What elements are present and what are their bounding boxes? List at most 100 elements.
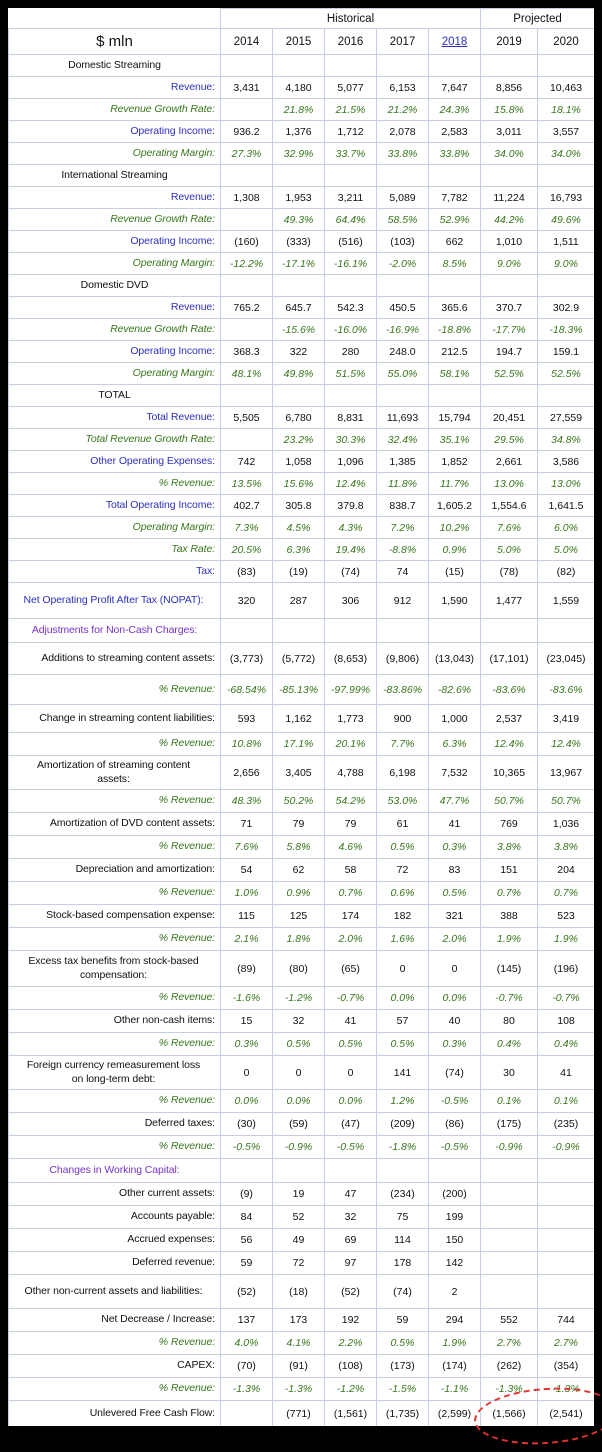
row-revenue: % Revenue: 1.0% 0.9% 0.7% 0.6% 0.5% 0.7% 0.7% [8,881,594,905]
cell-2015: (5,772) [272,642,325,675]
cell-2014: 0 [220,1055,273,1090]
cell-2016: 2.2% [324,1331,377,1355]
row-label-text: Accounts payable: [130,1210,215,1223]
row-label-text: Revenue: [170,80,215,93]
row-label-text: Deferred revenue: [132,1256,215,1269]
cell-2014: (70) [220,1354,273,1378]
row-label: Tax Rate: [8,538,221,561]
cell-2017: 1.2% [376,1089,429,1113]
cell-2019 [480,1274,538,1309]
row-label-text: Changes in Working Capital: [49,1163,180,1176]
cell-2014 [220,98,273,121]
row-label-text: % Revenue: [158,932,215,945]
cell-2017: 1.6% [376,927,429,951]
year-header-2019: 2019 [480,28,538,55]
cell-2018: 40 [428,1009,481,1033]
cell-2016: 20.1% [324,732,377,756]
cell-2020: (23,045) [537,642,594,675]
row-operating-margin: Operating Margin: 7.3% 4.5% 4.3% 7.2% 10.2% 7.… [8,516,594,539]
cell-2017: 182 [376,904,429,928]
row-label-text: Excess tax benefits from stock-based com… [28,955,199,981]
cell-2019: 1,010 [480,230,538,253]
row-label-text: Change in streaming content liabilities: [39,711,215,724]
row-label-text: % Revenue: [158,737,215,750]
cell-2014: 13.5% [220,472,273,495]
cell-2015: 645.7 [272,296,325,319]
cell-2017: 59 [376,1308,429,1332]
cell-2015: 49 [272,1228,325,1252]
row-domestic-streaming: Domestic Streaming [8,54,594,77]
row-label: Amortization of DVD content assets: [8,812,221,836]
cell-2014: (9) [220,1182,273,1206]
row-label: Accounts payable: [8,1205,221,1229]
cell-2018: 1,852 [428,450,481,473]
cell-2017: 21.2% [376,98,429,121]
cell-2015: 17.1% [272,732,325,756]
cell-2018: 1,000 [428,704,481,733]
cell-2018: (74) [428,1055,481,1090]
cell-2018: 2,583 [428,120,481,143]
year-header-2014: 2014 [220,28,273,55]
cell-2018: -18.8% [428,318,481,341]
cell-2014 [220,618,273,643]
row-label: Revenue Growth Rate: [8,98,221,121]
cell-2017: 74 [376,560,429,583]
corner-cell [8,8,221,29]
cell-2017 [376,618,429,643]
cell-2014: (160) [220,230,273,253]
cell-2019: 3,011 [480,120,538,143]
cell-2015: 125 [272,904,325,928]
cell-2018: 212.5 [428,340,481,363]
cell-2020: -0.9% [537,1135,594,1159]
cell-2018: 8.5% [428,252,481,275]
cell-2016: 21.5% [324,98,377,121]
row-label: Amortization of streaming content assets… [8,755,221,790]
row-label: Revenue Growth Rate: [8,208,221,231]
row-label: % Revenue: [8,986,221,1010]
cell-2020: 52.5% [537,362,594,385]
cell-2018: 321 [428,904,481,928]
cell-2015: 50.2% [272,789,325,813]
cell-2019: 0.4% [480,1032,538,1056]
cell-2017 [376,274,429,297]
row-deferred-revenue: Deferred revenue: 59 72 97 178 142 [8,1251,594,1275]
row-label: International Streaming [8,164,221,187]
row-label: Changes in Working Capital: [8,1158,221,1183]
row-label: Total Revenue: [8,406,221,429]
cell-2019: 9.0% [480,252,538,275]
cell-2014: -1.3% [220,1377,273,1401]
cell-2020: 13.0% [537,472,594,495]
row-label: Revenue: [8,186,221,209]
cell-2019: 388 [480,904,538,928]
cell-2014: 115 [220,904,273,928]
cell-2014: 56 [220,1228,273,1252]
row-total-revenue-growth-rate: Total Revenue Growth Rate: 23.2% 30.3% 32.4… [8,428,594,451]
cell-2015: 287 [272,582,325,619]
row-label: Change in streaming content liabilities: [8,704,221,733]
cell-2019: 370.7 [480,296,538,319]
cell-2020: 16,793 [537,186,594,209]
row-label: Operating Margin: [8,362,221,385]
cell-2016: 4.6% [324,835,377,859]
cell-2014: 7.3% [220,516,273,539]
cell-2014: 1.0% [220,881,273,905]
year-header-2018-link[interactable]: 2018 [428,28,481,55]
cell-2016: 54.2% [324,789,377,813]
cell-2016: (8,653) [324,642,377,675]
cell-2014: 27.3% [220,142,273,165]
row-revenue: % Revenue: 2.1% 1.8% 2.0% 1.6% 2.0% 1.9% 1.9% [8,927,594,951]
cell-2014: 54 [220,858,273,882]
cell-2014 [220,384,273,407]
cell-2017: 61 [376,812,429,836]
cell-2014: 3,431 [220,76,273,99]
cell-2017: -83.86% [376,674,429,705]
cell-2016: 280 [324,340,377,363]
row-label: Unlevered Free Cash Flow: [8,1400,221,1426]
cell-2019: -1.3% [480,1377,538,1401]
cell-2019: 13.0% [480,472,538,495]
cell-2015: -0.9% [272,1135,325,1159]
cell-2018: 0.0% [428,986,481,1010]
cell-2017: -8.8% [376,538,429,561]
cell-2020: 49.6% [537,208,594,231]
row-revenue: % Revenue: 7.6% 5.8% 4.6% 0.5% 0.3% 3.8% 3.8% [8,835,594,859]
